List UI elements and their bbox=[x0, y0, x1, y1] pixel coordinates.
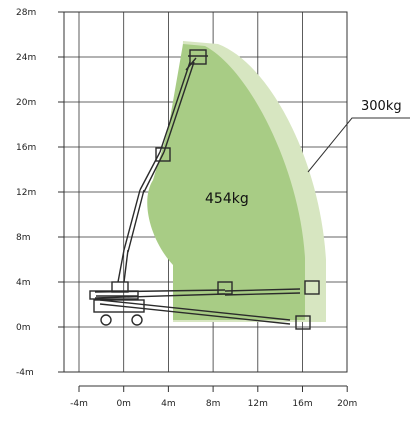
main-boom-lower-b bbox=[143, 151, 165, 193]
lift-machine bbox=[89, 49, 320, 330]
riser-boom-b bbox=[127, 189, 145, 253]
machine-deck bbox=[89, 290, 139, 300]
main-boom-upper-b bbox=[163, 61, 195, 153]
platform-top bbox=[189, 49, 207, 65]
x-tick-label: 20m bbox=[337, 399, 357, 409]
y-tick-label: 0m bbox=[16, 323, 31, 333]
x-tick-label: -4m bbox=[70, 399, 88, 409]
low-reach-boom-a bbox=[99, 299, 291, 321]
zone-label-454kg: 454kg bbox=[205, 191, 249, 207]
lower-boom-b bbox=[123, 249, 129, 283]
lower-boom-a bbox=[117, 249, 125, 283]
riser-boom-a bbox=[123, 189, 141, 251]
y-tick-label: 12m bbox=[16, 188, 36, 198]
x-tick-label: 8m bbox=[206, 399, 221, 409]
outreach-boom-a bbox=[94, 289, 226, 293]
x-tick-label: 0m bbox=[116, 399, 131, 409]
outreach-boom-far-a bbox=[224, 288, 301, 292]
low-reach-boom-b bbox=[99, 303, 291, 325]
x-tick-label: 16m bbox=[292, 399, 312, 409]
outreach-boom-b bbox=[94, 293, 226, 299]
platform-mid-upper bbox=[155, 147, 171, 162]
y-tick-label: -4m bbox=[16, 368, 34, 378]
y-tick-label: 20m bbox=[16, 98, 36, 108]
platform-mid-horizontal bbox=[217, 281, 233, 295]
main-boom-upper-a bbox=[159, 61, 191, 153]
outreach-boom-far-b bbox=[224, 292, 301, 296]
platform-far-horizontal bbox=[304, 280, 320, 295]
y-tick-label: 8m bbox=[16, 233, 31, 243]
y-tick-label: 28m bbox=[16, 8, 36, 18]
wheel-rear bbox=[131, 314, 143, 326]
zone-label-300kg: 300kg bbox=[361, 99, 402, 114]
wheel-front bbox=[100, 314, 112, 326]
x-tick-label: 12m bbox=[248, 399, 268, 409]
y-axis-ticks: 28m 24m 20m 16m 12m 8m 4m 0m -4m bbox=[16, 8, 64, 378]
y-tick-label: 16m bbox=[16, 143, 36, 153]
zone-454kg-envelope bbox=[147, 44, 305, 320]
callout-300kg-line bbox=[307, 117, 410, 173]
platform-low-reach bbox=[295, 315, 311, 330]
machine-chassis bbox=[93, 299, 145, 313]
y-tick-label: 4m bbox=[16, 278, 31, 288]
x-axis-ticks: -4m 0m 4m 8m 12m 16m 20m bbox=[70, 386, 357, 409]
y-tick-label: 24m bbox=[16, 53, 36, 63]
x-tick-label: 4m bbox=[161, 399, 176, 409]
